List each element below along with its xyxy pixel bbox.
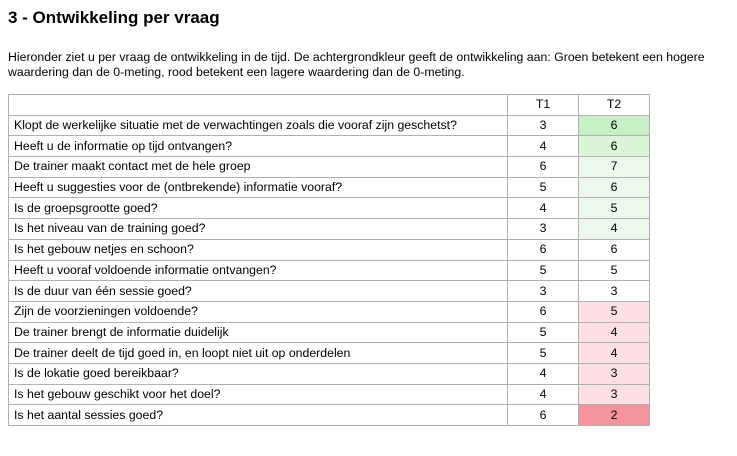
table-row: Klopt de werkelijke situatie met de verw… xyxy=(8,114,650,137)
t2-cell: 6 xyxy=(578,135,650,158)
question-cell: Is het niveau van de training goed? xyxy=(8,218,508,240)
t2-cell: 3 xyxy=(578,280,650,302)
table-row: Is de groepsgrootte goed? 4 5 xyxy=(8,197,650,220)
header-t2: T2 xyxy=(578,94,650,116)
t1-cell: 3 xyxy=(507,280,579,302)
question-cell: Zijn de voorzieningen voldoende? xyxy=(8,300,508,323)
t1-cell: 5 xyxy=(507,321,579,344)
question-cell: Heeft u de informatie op tijd ontvangen? xyxy=(8,135,508,158)
table-row: De trainer maakt contact met de hele gro… xyxy=(8,156,650,178)
intro-text: Hieronder ziet u per vraag de ontwikkeli… xyxy=(8,50,705,79)
question-cell: Heeft u vooraf voldoende informatie ontv… xyxy=(8,259,508,282)
t2-cell: 4 xyxy=(578,342,650,364)
t1-cell: 6 xyxy=(507,404,579,426)
t1-cell: 3 xyxy=(507,114,579,137)
header-t1: T1 xyxy=(507,94,579,116)
table-row: De trainer brengt de informatie duidelij… xyxy=(8,321,650,344)
question-cell: Klopt de werkelijke situatie met de verw… xyxy=(8,114,508,137)
question-cell: Is de duur van één sessie goed? xyxy=(8,280,508,302)
t1-cell: 5 xyxy=(507,259,579,282)
question-cell: Heeft u suggesties voor de (ontbrekende)… xyxy=(8,176,508,199)
t2-cell: 3 xyxy=(578,383,650,406)
table-row: Is het niveau van de training goed? 3 4 xyxy=(8,218,650,240)
table-row: Is de lokatie goed bereikbaar? 4 3 xyxy=(8,362,650,385)
table-row: De trainer deelt de tijd goed in, en loo… xyxy=(8,342,650,364)
t2-cell: 6 xyxy=(578,176,650,199)
table-row: Heeft u vooraf voldoende informatie ontv… xyxy=(8,259,650,282)
t2-cell: 7 xyxy=(578,156,650,178)
question-cell: De trainer deelt de tijd goed in, en loo… xyxy=(8,342,508,364)
table-row: Is het gebouw geschikt voor het doel? 4 3 xyxy=(8,383,650,406)
question-cell: Is de groepsgrootte goed? xyxy=(8,197,508,220)
question-cell: Is het aantal sessies goed? xyxy=(8,404,508,426)
header-question xyxy=(8,94,508,116)
table-row: Heeft u suggesties voor de (ontbrekende)… xyxy=(8,176,650,199)
question-cell: De trainer brengt de informatie duidelij… xyxy=(8,321,508,344)
table-row: Is de duur van één sessie goed? 3 3 xyxy=(8,280,650,302)
t1-cell: 5 xyxy=(507,342,579,364)
t1-cell: 6 xyxy=(507,300,579,323)
table-row: Zijn de voorzieningen voldoende? 6 5 xyxy=(8,300,650,323)
table-row: Is het gebouw netjes en schoon? 6 6 xyxy=(8,238,650,261)
t1-cell: 3 xyxy=(507,218,579,240)
table-header: T1 T2 xyxy=(8,94,650,116)
table-row: Heeft u de informatie op tijd ontvangen?… xyxy=(8,135,650,158)
t1-cell: 4 xyxy=(507,197,579,220)
t1-cell: 4 xyxy=(507,362,579,385)
development-table: T1 T2 Klopt de werkelijke situatie met d… xyxy=(8,94,650,426)
t1-cell: 5 xyxy=(507,176,579,199)
t1-cell: 6 xyxy=(507,238,579,261)
t2-cell: 5 xyxy=(578,259,650,282)
t1-cell: 4 xyxy=(507,383,579,406)
t1-cell: 4 xyxy=(507,135,579,158)
t1-cell: 6 xyxy=(507,156,579,178)
table-row: Is het aantal sessies goed? 6 2 xyxy=(8,404,650,426)
t2-cell: 2 xyxy=(578,404,650,426)
question-cell: De trainer maakt contact met de hele gro… xyxy=(8,156,508,178)
t2-cell: 4 xyxy=(578,321,650,344)
t2-cell: 6 xyxy=(578,114,650,137)
t2-cell: 5 xyxy=(578,197,650,220)
t2-cell: 6 xyxy=(578,238,650,261)
t2-cell: 4 xyxy=(578,218,650,240)
question-cell: Is het gebouw netjes en schoon? xyxy=(8,238,508,261)
t2-cell: 5 xyxy=(578,300,650,323)
question-cell: Is de lokatie goed bereikbaar? xyxy=(8,362,508,385)
question-cell: Is het gebouw geschikt voor het doel? xyxy=(8,383,508,406)
page-title: 3 - Ontwikkeling per vraag xyxy=(8,8,220,27)
t2-cell: 3 xyxy=(578,362,650,385)
